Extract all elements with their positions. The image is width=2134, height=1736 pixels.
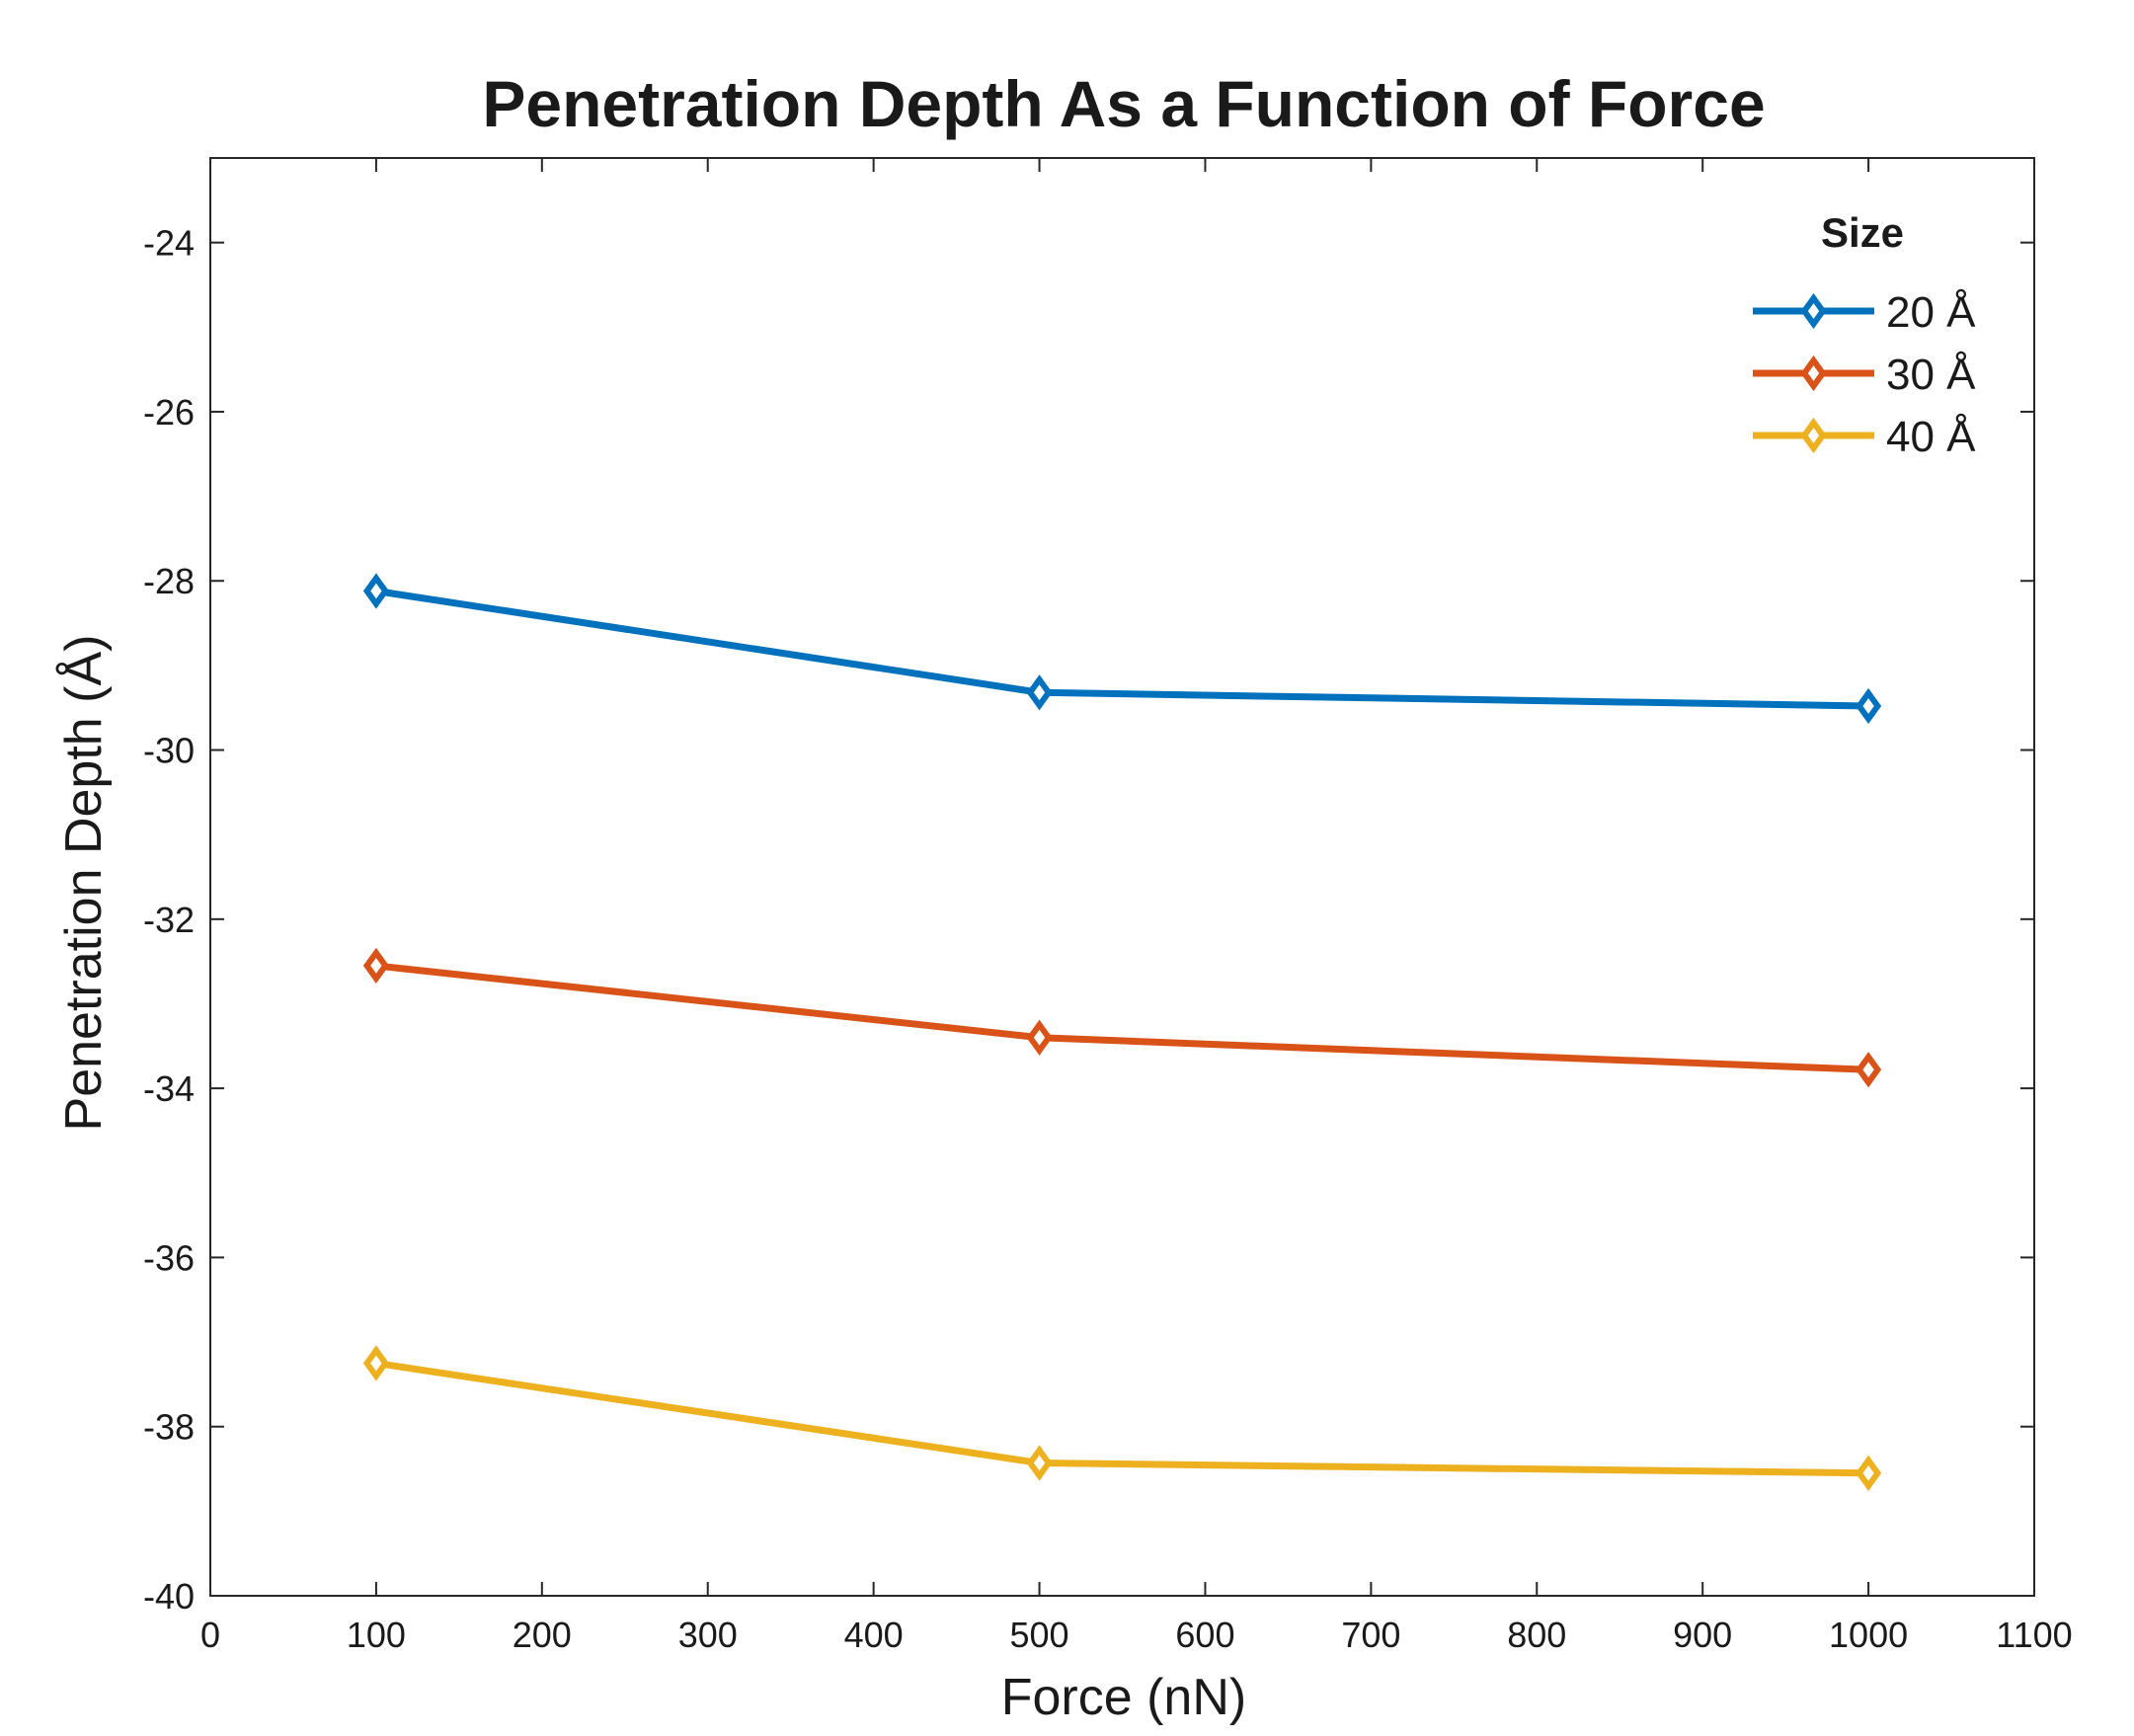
x-tick-label: 200: [513, 1615, 572, 1655]
x-tick-label: 300: [678, 1615, 738, 1655]
y-axis-label: Penetration Depth (Å): [55, 635, 113, 1132]
x-tick-label: 400: [844, 1615, 904, 1655]
data-point: [1026, 1445, 1053, 1481]
legend-title: Size: [1821, 209, 1904, 256]
data-point: [362, 573, 389, 609]
legend-label: 40 Å: [1886, 413, 1976, 461]
data-point: [1856, 687, 1882, 725]
x-tick-label: 600: [1175, 1615, 1234, 1655]
data-point: [362, 947, 389, 985]
data-point: [1856, 1052, 1882, 1088]
data-point: [1856, 1455, 1882, 1491]
series-0: [362, 573, 1882, 725]
y-axis: -24 -26 -28 -30 -32 -34 -36 -38 -40: [143, 223, 2034, 1617]
data-point: [362, 1345, 389, 1381]
legend-label: 20 Å: [1886, 288, 1976, 337]
legend: Size 20 Å 30 Å 40 Å: [1753, 209, 1976, 461]
data-point: [1026, 1019, 1053, 1056]
x-axis-label: Force (nN): [1001, 1669, 1246, 1726]
legend-label: 30 Å: [1886, 351, 1976, 399]
data-point: [1026, 674, 1053, 711]
y-tick-label: -34: [143, 1068, 195, 1109]
y-tick-label: -38: [143, 1407, 195, 1448]
x-tick-label: 700: [1341, 1615, 1400, 1655]
x-axis: 0 100 200 300 400 500 600 700 800 900 1000 1100: [200, 158, 2073, 1655]
plot-area: [209, 157, 2035, 1597]
plot-box: [209, 157, 2035, 1597]
legend-marker: [1800, 417, 1827, 454]
series-2: [362, 1345, 1882, 1491]
legend-marker: [1800, 355, 1827, 392]
x-tick-label: 1000: [1829, 1615, 1908, 1655]
x-tick-label: 500: [1010, 1615, 1069, 1655]
series-1: [362, 947, 1882, 1088]
x-tick-label: 100: [347, 1615, 406, 1655]
y-tick-label: -28: [143, 561, 195, 601]
legend-marker: [1800, 292, 1827, 330]
y-tick-label: -24: [143, 223, 195, 264]
legend-item: 40 Å: [1753, 413, 1976, 461]
y-tick-label: -40: [143, 1576, 195, 1617]
x-tick-label: 900: [1673, 1615, 1732, 1655]
x-tick-label: 1100: [1996, 1615, 2072, 1655]
y-tick-label: -32: [143, 900, 195, 940]
x-tick-label: 800: [1507, 1615, 1566, 1655]
chart-title: Penetration Depth As a Function of Force: [482, 67, 1765, 140]
x-tick-label: 0: [200, 1615, 220, 1655]
y-tick-label: -26: [143, 392, 195, 433]
y-tick-label: -30: [143, 731, 195, 771]
legend-item: 20 Å: [1753, 288, 1976, 337]
legend-item: 30 Å: [1753, 351, 1976, 399]
y-tick-label: -36: [143, 1237, 195, 1278]
series-lines: [362, 573, 1882, 1491]
